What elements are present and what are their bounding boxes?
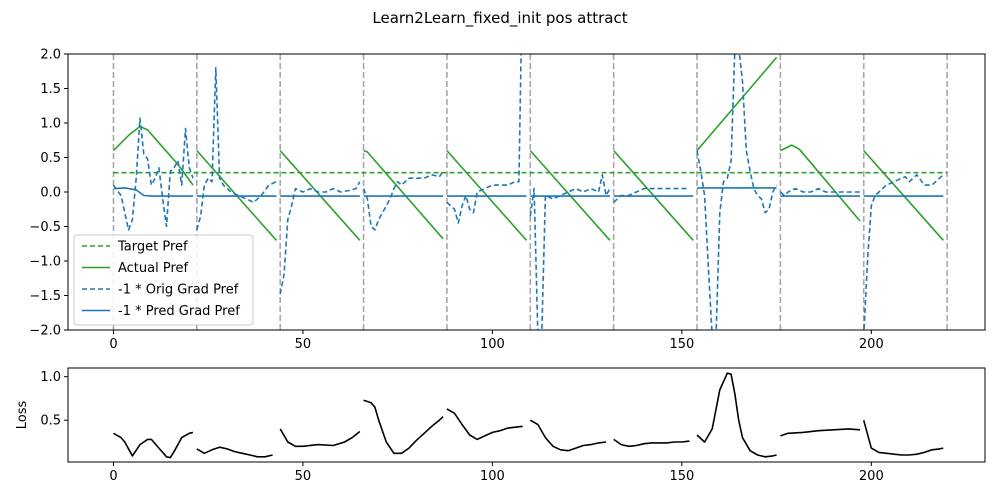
x-tick-label: 50 xyxy=(295,337,312,352)
series-line-1-orig-grad-pref xyxy=(279,181,361,295)
loss-plot: 0 50 100 150 200 0.5 1.0 Loss xyxy=(15,367,986,484)
series-line-loss xyxy=(196,446,273,458)
plot-area xyxy=(113,372,944,459)
series-line-actual-pref xyxy=(696,56,778,152)
series-line-loss xyxy=(446,408,523,441)
plot-area xyxy=(112,54,948,330)
x-tick-label: 0 xyxy=(109,469,117,484)
top-plot: 0 50 100 150 200 −2.0 −1.5 −1.0 −0.5 0.0 0.5 1.0 1.5… xyxy=(29,48,986,352)
series-line-1-pred-grad-pref xyxy=(113,187,193,197)
y-tick-label: −1.0 xyxy=(29,255,61,270)
series-line-loss xyxy=(529,419,607,452)
legend-entry: Target Pref xyxy=(117,240,188,255)
series-line-loss xyxy=(862,419,944,456)
y-tick-label: −1.5 xyxy=(29,289,61,304)
y-tick-label: −2.0 xyxy=(29,324,61,339)
series-line-1-orig-grad-pref xyxy=(779,187,860,197)
series-line-1-orig-grad-pref xyxy=(112,117,194,231)
series-line-1-orig-grad-pref xyxy=(696,150,713,330)
y-tick-label: 1.5 xyxy=(40,82,61,97)
y-axis-label: Loss xyxy=(15,401,30,430)
series-line-1-orig-grad-pref xyxy=(362,170,444,231)
x-tick-label: 100 xyxy=(480,337,505,352)
y-tick-label: 2.0 xyxy=(40,48,61,63)
series-line-loss xyxy=(613,438,690,448)
x-tick-label: 150 xyxy=(669,337,694,352)
series-line-1-orig-grad-pref xyxy=(196,67,277,231)
series-line-1-orig-grad-pref xyxy=(738,54,778,214)
legend-box xyxy=(73,234,254,326)
series-line-actual-pref xyxy=(112,125,194,186)
x-tick-label: 200 xyxy=(859,469,884,484)
legend-entry: -1 * Orig Grad Pref xyxy=(118,283,239,298)
legend-entry: Actual Pref xyxy=(118,261,189,276)
series-line-actual-pref xyxy=(363,149,444,240)
series-line-1-orig-grad-pref xyxy=(446,54,522,224)
series-line-loss xyxy=(113,431,194,459)
x-tick-label: 50 xyxy=(295,469,312,484)
y-tick-label: 0.0 xyxy=(40,186,61,201)
legend-entry: -1 * Pred Grad Pref xyxy=(118,304,240,319)
y-tick-label: 1.0 xyxy=(40,117,61,132)
series-line-loss xyxy=(363,399,444,455)
y-tick-label: 1.0 xyxy=(40,370,61,385)
series-line-loss xyxy=(696,372,777,458)
series-line-1-orig-grad-pref xyxy=(715,54,736,330)
y-tick-label: 0.5 xyxy=(40,151,61,166)
series-line-loss xyxy=(279,428,361,448)
x-tick-label: 0 xyxy=(109,337,117,352)
x-tick-label: 150 xyxy=(669,469,694,484)
legend: Target Pref Actual Pref -1 * Orig Grad Pre… xyxy=(73,234,254,326)
x-tick-label: 100 xyxy=(480,469,505,484)
x-tick-label: 200 xyxy=(859,337,884,352)
series-line-loss xyxy=(780,428,861,437)
y-tick-label: −0.5 xyxy=(29,220,61,235)
figure-title: Learn2Learn_fixed_init pos attract xyxy=(372,9,627,28)
series-line-1-orig-grad-pref xyxy=(529,187,539,330)
y-tick-label: 0.5 xyxy=(40,414,61,429)
series-line-1-orig-grad-pref xyxy=(541,174,611,330)
series-line-1-orig-grad-pref xyxy=(863,174,944,330)
axes-frame xyxy=(67,367,986,463)
series-line-actual-pref xyxy=(780,144,861,222)
